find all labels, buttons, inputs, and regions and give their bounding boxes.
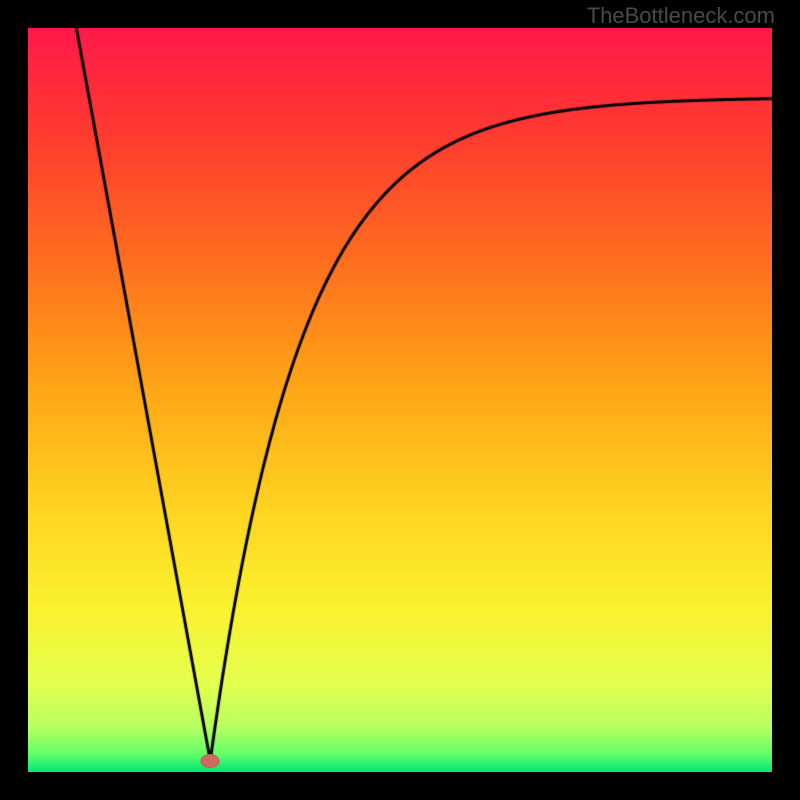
minimum-marker [201, 754, 220, 768]
bottleneck-curve [28, 28, 772, 772]
watermark-text: TheBottleneck.com [587, 3, 775, 29]
plot-area [28, 28, 772, 772]
chart-frame: TheBottleneck.com [0, 0, 800, 800]
